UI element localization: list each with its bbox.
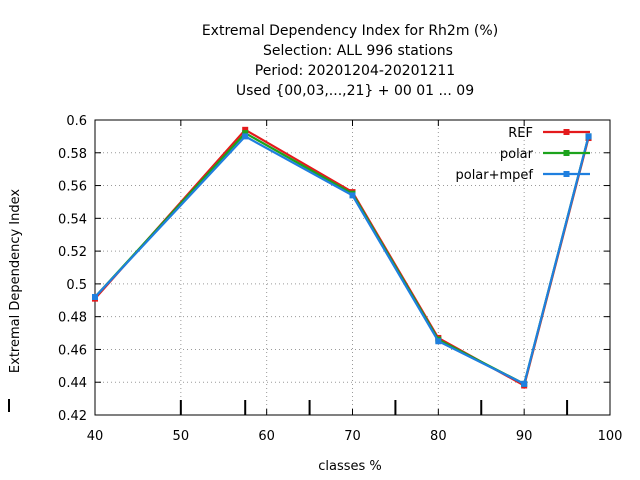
legend: REF polar polar+mpef	[455, 126, 590, 183]
legend-label: REF	[508, 126, 533, 141]
title-line-3: Period: 20201204-20201211	[255, 63, 455, 79]
data-point	[92, 294, 98, 300]
y-tick-label: 0.58	[58, 147, 87, 162]
y-tick-label: 0.44	[58, 376, 87, 391]
x-tick-label: 60	[258, 429, 275, 444]
data-point	[349, 192, 356, 199]
x-tick-label: 100	[598, 429, 623, 444]
legend-label: polar+mpef	[455, 168, 533, 183]
y-tick-label: 0.6	[66, 114, 87, 129]
data-point	[242, 130, 249, 137]
y-axis-label: Extremal Dependency Index	[8, 189, 23, 373]
data-point	[435, 338, 442, 345]
y-tick-label: 0.52	[58, 245, 87, 260]
data-point	[585, 133, 592, 140]
data-point	[242, 126, 249, 133]
y-tick-label: 0.5	[66, 278, 87, 293]
legend-marker	[563, 171, 570, 177]
legend-marker	[563, 150, 570, 156]
chart-title: Extremal Dependency Index for Rh2m (%) S…	[202, 23, 498, 99]
grid	[95, 120, 610, 415]
title-line-1: Extremal Dependency Index for Rh2m (%)	[202, 23, 498, 39]
y-tick-label: 0.54	[58, 212, 87, 227]
x-axis-label: classes %	[318, 459, 382, 474]
series-line	[94, 135, 590, 385]
x-tick-labels: 40 50 60 70 80 90 100	[87, 429, 623, 444]
legend-marker	[563, 129, 570, 135]
legend-label: polar	[500, 147, 534, 162]
x-tick-label: 70	[344, 429, 361, 444]
plot-frame	[94, 119, 611, 416]
y-tick-label: 0.42	[58, 409, 87, 424]
title-line-4: Used {00,03,...,21} + 00 01 ... 09	[236, 83, 474, 99]
x-tick-label: 40	[87, 429, 104, 444]
title-line-2: Selection: ALL 996 stations	[263, 43, 453, 59]
axis-ticks	[94, 119, 611, 416]
x-tick-label: 80	[430, 429, 447, 444]
y-tick-labels: 0.42 0.44 0.46 0.48 0.5 0.52 0.54 0.56 0.58 0.6	[58, 114, 87, 424]
y-tick-label: 0.56	[58, 180, 87, 195]
x-tick-label: 50	[173, 429, 190, 444]
x-tick-label: 90	[516, 429, 533, 444]
data-point	[521, 380, 528, 387]
series-lines	[92, 126, 592, 389]
data-point	[242, 133, 249, 140]
y-tick-label: 0.48	[58, 311, 87, 326]
y-tick-label: 0.46	[58, 343, 87, 358]
